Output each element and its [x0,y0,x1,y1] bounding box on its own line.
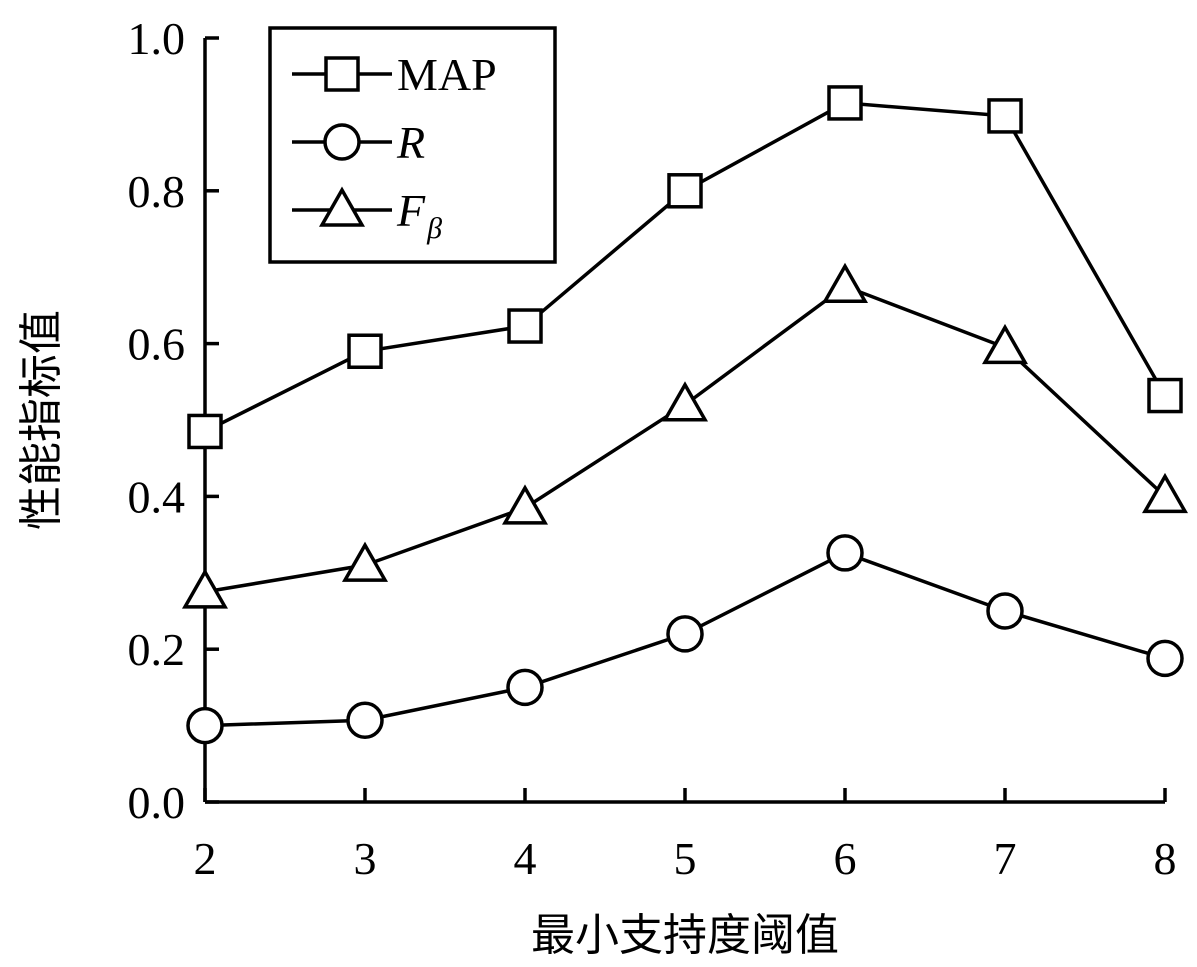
series-map [187,85,1183,450]
data-point-r [1146,639,1184,678]
y-tick-label: 0.2 [128,624,186,675]
data-point-map [507,308,543,344]
data-point-map [987,98,1023,134]
data-point-f [341,541,389,582]
x-tick-label: 8 [1154,833,1177,884]
series-line-f [204,284,1167,594]
legend-item-r: R [292,117,425,168]
data-point-r [666,615,704,653]
legend-label-subscript: β [426,212,442,245]
legend-label: R [396,117,425,168]
y-tick-label: 0.6 [128,319,186,370]
x-tick-label: 5 [674,833,697,884]
legend-marker-circle [323,123,361,161]
x-tick-label: 2 [194,833,217,884]
series-layer [181,85,1189,745]
data-point-f [981,323,1029,365]
data-point-r [986,592,1024,630]
series-r [186,534,1184,745]
x-axis-ticks: 2 3 4 5 6 7 8 [194,788,1177,884]
x-axis-title: 最小支持度阈值 [531,910,839,961]
y-tick-label: 0.4 [128,471,186,522]
data-point-r [186,706,224,745]
legend-box [268,26,557,264]
data-point-r [826,534,864,572]
data-point-map [667,173,703,209]
y-axis-ticks: 0.0 0.2 0.4 0.6 0.8 1.0 [128,13,219,828]
y-tick-label: 0.0 [128,777,186,828]
x-tick-label: 3 [354,833,377,884]
data-point-f [821,262,869,304]
data-point-r [346,701,384,740]
data-point-f [1141,472,1189,514]
legend-marker-square [324,56,360,92]
data-point-r [506,668,544,707]
data-point-map [347,333,383,369]
data-point-map [187,413,223,450]
data-point-f [661,381,709,422]
data-point-f [181,568,229,609]
legend-label: MAP [397,49,497,100]
y-tick-label: 1.0 [128,13,186,64]
series-f [181,262,1189,609]
y-axis-title: 性能指标值 [16,310,67,530]
x-tick-label: 4 [514,833,537,884]
data-point-f [501,484,549,525]
x-tick-label: 7 [994,833,1017,884]
legend-item-map: MAP [292,49,497,100]
data-point-map [827,85,863,121]
data-point-map [1147,377,1183,414]
legend-marker-triangle [318,186,366,227]
x-tick-label: 6 [834,833,857,884]
y-tick-label: 0.8 [128,166,186,217]
